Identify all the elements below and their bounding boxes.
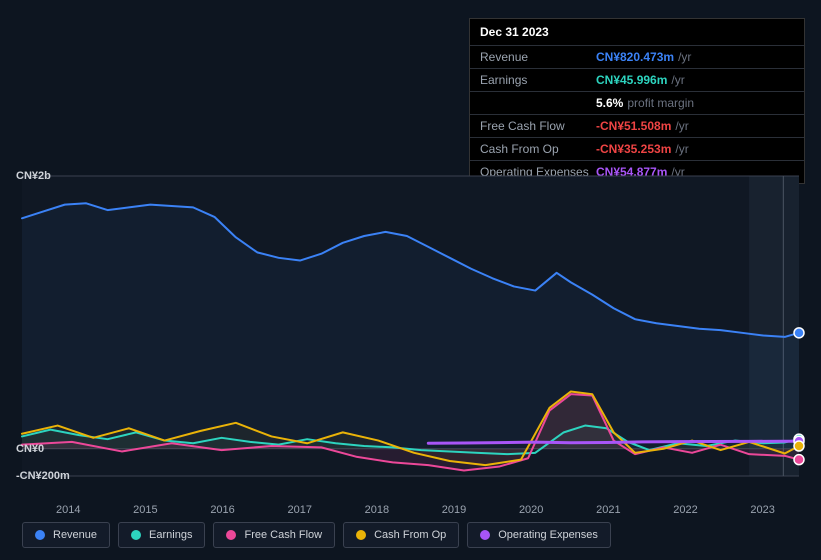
y-axis-tick: CN¥0	[16, 443, 60, 455]
legend-swatch	[356, 530, 366, 540]
x-axis-tick: 2021	[596, 504, 620, 516]
tooltip-label: Cash From Op	[480, 142, 596, 156]
tooltip-label: Revenue	[480, 50, 596, 64]
tooltip-label: Free Cash Flow	[480, 119, 596, 133]
tooltip-value: CN¥820.473m	[596, 50, 674, 64]
legend-label: Revenue	[53, 529, 97, 541]
tooltip-suffix: /yr	[675, 142, 688, 156]
x-axis-tick: 2014	[56, 504, 80, 516]
tooltip-value: -CN¥51.508m	[596, 119, 671, 133]
chart-svg	[16, 158, 805, 498]
x-axis-tick: 2019	[442, 504, 466, 516]
tooltip-value: 5.6%	[596, 96, 623, 110]
x-axis-tick: 2015	[133, 504, 157, 516]
tooltip-row: Free Cash Flow-CN¥51.508m/yr	[470, 114, 804, 137]
tooltip-date: Dec 31 2023	[470, 19, 804, 45]
legend-item[interactable]: Cash From Op	[343, 522, 459, 548]
tooltip-label: Earnings	[480, 73, 596, 87]
tooltip-suffix: /yr	[671, 73, 684, 87]
tooltip-label	[480, 96, 596, 110]
tooltip-suffix: profit margin	[627, 96, 694, 110]
tooltip-row: RevenueCN¥820.473m/yr	[470, 45, 804, 68]
tooltip-row: EarningsCN¥45.996m/yr	[470, 68, 804, 91]
tooltip-row: Cash From Op-CN¥35.253m/yr	[470, 137, 804, 160]
legend-label: Free Cash Flow	[244, 529, 322, 541]
tooltip-value: -CN¥35.253m	[596, 142, 671, 156]
x-axis-tick: 2023	[750, 504, 774, 516]
legend-swatch	[226, 530, 236, 540]
legend-item[interactable]: Revenue	[22, 522, 110, 548]
legend-item[interactable]: Earnings	[118, 522, 205, 548]
x-axis-tick: 2017	[287, 504, 311, 516]
tooltip-value: CN¥45.996m	[596, 73, 667, 87]
legend-item[interactable]: Operating Expenses	[467, 522, 611, 548]
y-axis-tick: -CN¥200m	[16, 470, 60, 482]
x-axis-tick: 2020	[519, 504, 543, 516]
legend-swatch	[131, 530, 141, 540]
x-axis-labels: 2014 2015 2016 2017 2018 2019 2020 2021 2022 2023	[16, 504, 805, 516]
x-axis-tick: 2018	[365, 504, 389, 516]
x-axis-tick: 2016	[210, 504, 234, 516]
legend-label: Cash From Op	[374, 529, 446, 541]
x-axis-tick: 2022	[673, 504, 697, 516]
legend-swatch	[480, 530, 490, 540]
legend-item[interactable]: Free Cash Flow	[213, 522, 335, 548]
y-axis-tick: CN¥2b	[16, 170, 60, 182]
tooltip-suffix: /yr	[678, 50, 691, 64]
tooltip-row: 5.6% profit margin	[470, 91, 804, 114]
legend-swatch	[35, 530, 45, 540]
tooltip-suffix: /yr	[675, 119, 688, 133]
legend-label: Operating Expenses	[498, 529, 598, 541]
chart-legend: Revenue Earnings Free Cash Flow Cash From O…	[22, 522, 611, 548]
financials-chart[interactable]: CN¥2bCN¥0-CN¥200m 2014201520162017201820…	[16, 158, 805, 498]
legend-label: Earnings	[149, 529, 192, 541]
